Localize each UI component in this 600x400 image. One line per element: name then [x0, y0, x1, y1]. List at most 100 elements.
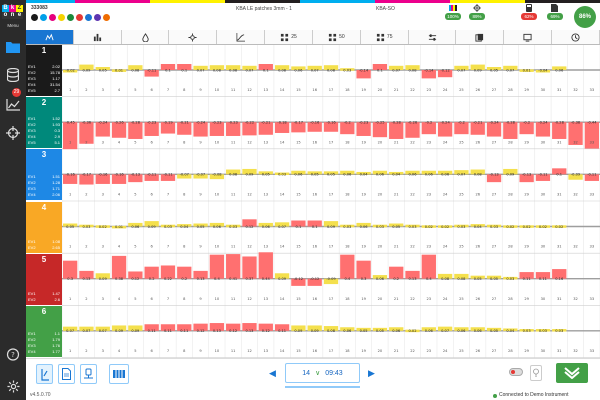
zone-value: 1.76: [52, 343, 60, 348]
bar-value-label: 0.02: [506, 225, 514, 229]
bar-value-label: 0.09: [115, 329, 124, 333]
deviation-bar: [209, 65, 225, 70]
kpi-density-score[interactable]: 62%: [521, 4, 537, 20]
deviation-bar: [177, 266, 192, 279]
bar-value-label: -0.17: [82, 173, 91, 177]
document-button[interactable]: [58, 364, 75, 384]
zone-panel[interactable]: 6 EV1 1.1 EV2 1.79 EV3 1.76 EV4 1.77: [26, 305, 62, 357]
deviation-bar: [486, 275, 502, 279]
instrument-toggle[interactable]: [509, 368, 523, 376]
tab-history[interactable]: [552, 30, 600, 44]
bar-value-label: 0.07: [197, 68, 205, 72]
deviation-bar: [519, 225, 534, 228]
zone-tick-label: 13: [263, 349, 268, 353]
tab-settings[interactable]: [169, 30, 218, 44]
zone-tick-label: 31: [557, 193, 562, 197]
bar-value-label: 0.05: [490, 68, 498, 72]
measure-strip-button[interactable]: [36, 364, 53, 384]
logo-letter: Z: [16, 5, 23, 12]
tab-screen[interactable]: [504, 30, 553, 44]
light-button[interactable]: [530, 365, 542, 381]
bar-value-label: 0.05: [474, 277, 482, 281]
deviation-bar: [242, 168, 257, 175]
bar-value-label: 0.1: [263, 68, 269, 72]
sidebar-folder-button[interactable]: [4, 38, 22, 56]
sidebar-help-button[interactable]: ?: [4, 346, 22, 364]
zone-value: 2.6: [54, 296, 60, 302]
deviation-bar: [63, 260, 78, 279]
deviation-bar: [340, 224, 355, 228]
zone-value-row: EV2 1.93: [26, 122, 62, 128]
previous-sheet-button[interactable]: ◀: [269, 368, 276, 378]
zone-tick-label: 21: [394, 245, 399, 249]
left-sidebar: B k Z o n e Menu 29 ?: [0, 0, 26, 400]
sidebar-database-button[interactable]: [4, 66, 22, 84]
bar-value-label: -0.44: [587, 120, 597, 124]
deviation-bar: [193, 65, 208, 70]
zone-value-row: EV4 31.54: [26, 82, 62, 88]
tab-sliders[interactable]: [409, 30, 457, 44]
bar-value-label: 0.03: [164, 225, 172, 229]
overall-score-badge[interactable]: 86%: [574, 6, 596, 28]
kpi-color-score[interactable]: 100%: [445, 5, 461, 20]
clock-icon: [571, 32, 580, 42]
chevron-down-icon[interactable]: ∨: [315, 370, 321, 377]
menu-label[interactable]: Menu: [7, 23, 19, 28]
bar-mode-button[interactable]: [109, 364, 129, 384]
deviation-bar: [405, 65, 420, 70]
spot-measure-button[interactable]: [80, 364, 97, 384]
bar-value-label: 0.06: [262, 225, 271, 229]
zone-value-label: EV4: [28, 192, 36, 198]
bar-value-label: 0.08: [327, 329, 336, 333]
zone-panel[interactable]: 1 EV1 2.02 EV2 15.78 EV3 1.17 EV4 31.54 EV5 2.7: [26, 45, 62, 97]
tab-curve[interactable]: [217, 30, 266, 44]
bar-value-label: -0.21: [180, 120, 189, 124]
bar-value-label: -0.09: [571, 173, 581, 177]
sidebar-settings-button[interactable]: [4, 377, 22, 395]
sidebar-trend-button[interactable]: [4, 96, 22, 114]
zone-tick-label: 15: [296, 297, 301, 301]
accept-button[interactable]: [556, 363, 588, 383]
zone-value-row: EV2 15.78: [26, 70, 62, 76]
zone-panel[interactable]: 4 EV1 1.08 EV2 2.65: [26, 201, 62, 253]
tab-layers[interactable]: [456, 30, 505, 44]
zone-tick-label: 4: [118, 245, 121, 249]
color-strip-segment: [375, 0, 450, 3]
tab-ink[interactable]: [122, 30, 170, 44]
bar-value-label: 0.08: [474, 173, 483, 177]
kpi-register-score[interactable]: 89%: [469, 4, 485, 20]
tab-grid-50[interactable]: 50: [313, 30, 361, 44]
zone-tick-label: 9: [199, 349, 202, 353]
bar-value-label: 0.09: [294, 329, 303, 333]
bar-value-label: 0.04: [360, 173, 369, 177]
zone-panel[interactable]: 3 EV1 1.51 EV2 1.28 EV3 1.71 EV4 2.06: [26, 149, 62, 201]
bar-value-label: 0.03: [523, 329, 531, 333]
deviation-bar: [437, 122, 453, 137]
zone-panel[interactable]: 2 EV1 1.52 EV2 1.93 EV3 0.3 EV4 2.9 EV5 5.1: [26, 97, 62, 149]
tab-grid-75[interactable]: 75: [361, 30, 409, 44]
zone-value-row: EV1 1.52: [26, 116, 62, 122]
tab-grid-25[interactable]: 25: [265, 30, 313, 44]
tab-bar-chart[interactable]: [74, 30, 122, 44]
sheet-progress: [285, 386, 360, 388]
bar-value-label: 0.1: [296, 225, 302, 229]
next-sheet-button[interactable]: ▶: [368, 368, 375, 378]
zone-tick-label: 27: [492, 88, 497, 92]
deviation-bar: [323, 65, 339, 70]
kpi-document-score[interactable]: 69%: [547, 4, 563, 20]
deviation-bar: [63, 223, 78, 227]
deviation-bar: [389, 223, 404, 227]
bar-value-label: -0.11: [587, 173, 596, 177]
sidebar-register-button[interactable]: [4, 124, 22, 142]
deviation-bar: [209, 174, 225, 180]
zone-tick-label: 23: [427, 193, 432, 197]
bar-value-label: 0.08: [131, 68, 140, 72]
deviation-bar: [291, 66, 306, 70]
zone-panel[interactable]: 5 EV1 1.47 EV2 2.6: [26, 253, 62, 305]
deviation-bar: [95, 273, 110, 279]
tab-zones[interactable]: [26, 30, 74, 44]
zone-tick-label: 14: [280, 349, 285, 353]
zone-tick-label: 8: [183, 245, 186, 249]
deviation-bar: [535, 272, 551, 279]
deviation-bar: [291, 325, 306, 331]
